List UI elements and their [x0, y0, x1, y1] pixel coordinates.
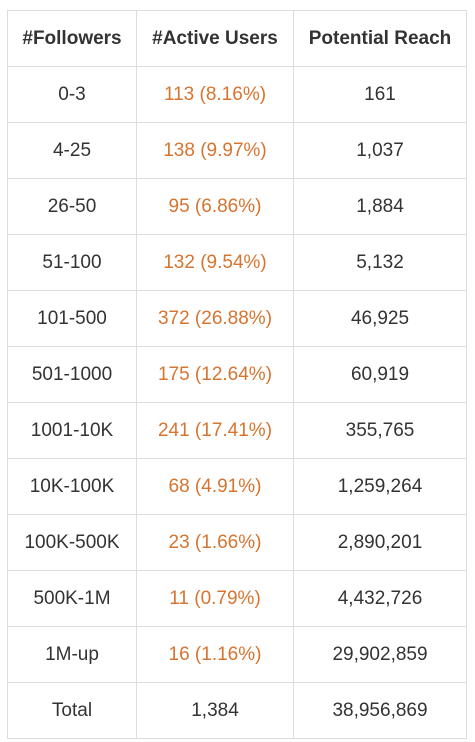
- reach-cell: 5,132: [293, 234, 467, 291]
- reach-cell: 60,919: [293, 346, 467, 403]
- active-users-cell: 68 (4.91%): [136, 458, 294, 515]
- active-users-cell: 138 (9.97%): [136, 122, 294, 179]
- reach-cell: 355,765: [293, 402, 467, 459]
- followers-cell: 10K-100K: [7, 458, 137, 515]
- table-header-row: #Followers #Active Users Potential Reach: [7, 10, 467, 67]
- table-row: 0-3 113 (8.16%) 161: [7, 66, 467, 123]
- followers-table: #Followers #Active Users Potential Reach…: [7, 10, 467, 739]
- table-row: 26-50 95 (6.86%) 1,884: [7, 178, 467, 235]
- followers-cell: 4-25: [7, 122, 137, 179]
- followers-cell: 0-3: [7, 66, 137, 123]
- table-row: 51-100 132 (9.54%) 5,132: [7, 234, 467, 291]
- active-users-cell: 95 (6.86%): [136, 178, 294, 235]
- table-row: 500K-1M 11 (0.79%) 4,432,726: [7, 570, 467, 627]
- total-label: Total: [7, 682, 137, 739]
- reach-cell: 1,259,264: [293, 458, 467, 515]
- followers-cell: 51-100: [7, 234, 137, 291]
- header-potential-reach: Potential Reach: [293, 10, 467, 67]
- followers-cell: 101-500: [7, 290, 137, 347]
- reach-cell: 161: [293, 66, 467, 123]
- followers-cell: 26-50: [7, 178, 137, 235]
- reach-cell: 29,902,859: [293, 626, 467, 683]
- table-row: 4-25 138 (9.97%) 1,037: [7, 122, 467, 179]
- active-users-cell: 175 (12.64%): [136, 346, 294, 403]
- active-users-cell: 11 (0.79%): [136, 570, 294, 627]
- header-active-users: #Active Users: [136, 10, 294, 67]
- table-row: 100K-500K 23 (1.66%) 2,890,201: [7, 514, 467, 571]
- table-row: 101-500 372 (26.88%) 46,925: [7, 290, 467, 347]
- followers-cell: 501-1000: [7, 346, 137, 403]
- followers-cell: 100K-500K: [7, 514, 137, 571]
- total-active-users: 1,384: [136, 682, 294, 739]
- table-row: 1001-10K 241 (17.41%) 355,765: [7, 402, 467, 459]
- reach-cell: 2,890,201: [293, 514, 467, 571]
- followers-cell: 500K-1M: [7, 570, 137, 627]
- total-reach: 38,956,869: [293, 682, 467, 739]
- table-row: 1M-up 16 (1.16%) 29,902,859: [7, 626, 467, 683]
- active-users-cell: 23 (1.66%): [136, 514, 294, 571]
- active-users-cell: 372 (26.88%): [136, 290, 294, 347]
- active-users-cell: 113 (8.16%): [136, 66, 294, 123]
- followers-cell: 1M-up: [7, 626, 137, 683]
- active-users-cell: 241 (17.41%): [136, 402, 294, 459]
- active-users-cell: 16 (1.16%): [136, 626, 294, 683]
- reach-cell: 1,037: [293, 122, 467, 179]
- table-total-row: Total 1,384 38,956,869: [7, 682, 467, 739]
- reach-cell: 1,884: [293, 178, 467, 235]
- table-row: 501-1000 175 (12.64%) 60,919: [7, 346, 467, 403]
- reach-cell: 4,432,726: [293, 570, 467, 627]
- followers-cell: 1001-10K: [7, 402, 137, 459]
- reach-cell: 46,925: [293, 290, 467, 347]
- active-users-cell: 132 (9.54%): [136, 234, 294, 291]
- header-followers: #Followers: [7, 10, 137, 67]
- table-row: 10K-100K 68 (4.91%) 1,259,264: [7, 458, 467, 515]
